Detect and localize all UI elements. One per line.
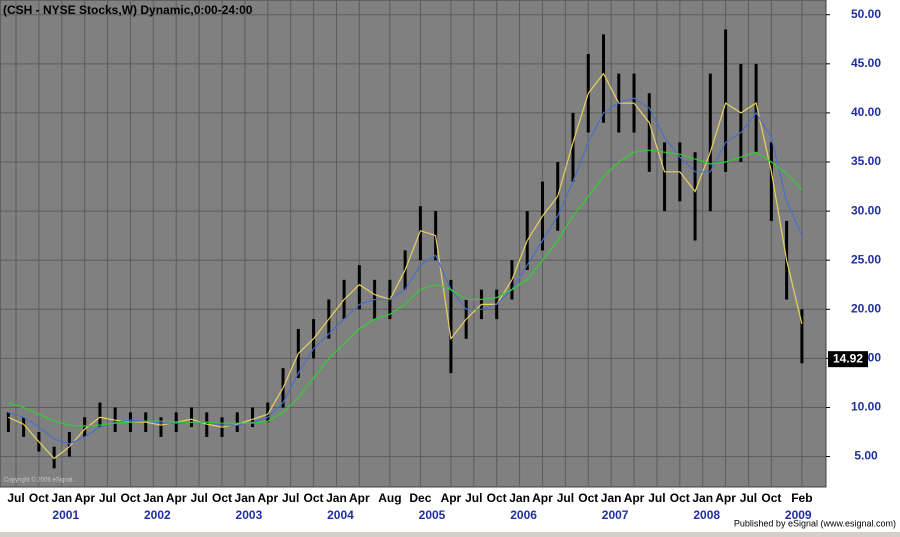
y-tick-label: 45.00: [851, 56, 881, 70]
x-tick-label: Apr: [624, 491, 645, 505]
x-tick-label: Apr: [532, 491, 553, 505]
footer: Published by eSignal (www.esignal.com): [734, 518, 896, 528]
x-year-label: 2003: [236, 508, 263, 522]
x-tick-label: Jul: [648, 491, 665, 505]
moving-average-line: [8, 72, 803, 460]
x-tick-label: Dec: [409, 491, 431, 505]
y-tick-label: 5.00: [854, 449, 878, 463]
y-tick-label: 50.00: [851, 7, 881, 21]
x-tick-label: Apr: [257, 491, 278, 505]
x-tick-label: Jan: [326, 491, 347, 505]
x-tick-label: Oct: [29, 491, 49, 505]
x-tick-label: Jan: [509, 491, 530, 505]
x-tick-label: Feb: [791, 491, 812, 505]
y-tick-label: 35.00: [851, 154, 881, 168]
x-tick-label: Oct: [120, 491, 140, 505]
x-tick-label: Jul: [7, 491, 24, 505]
y-tick-label: 40.00: [851, 105, 881, 119]
x-year-label: 2005: [419, 508, 446, 522]
last-price-box: [828, 351, 868, 368]
marks: [6, 29, 804, 469]
x-tick-label: Jan: [692, 491, 713, 505]
x-year-label: 2007: [602, 508, 629, 522]
x-year-label: 2001: [52, 508, 79, 522]
x-year-label: 2002: [144, 508, 171, 522]
x-tick-label: Oct: [487, 491, 507, 505]
chart-title: (CSH - NYSE Stocks,W) Dynamic,0:00-24:00: [3, 3, 253, 17]
last-price-label: 14.92: [833, 351, 863, 365]
x-tick-label: Apr: [74, 491, 95, 505]
x-tick-label: Jan: [235, 491, 256, 505]
x-tick-label: Apr: [715, 491, 736, 505]
x-tick-label: Jan: [143, 491, 164, 505]
x-tick-label: Oct: [670, 491, 690, 505]
moving-average-line: [8, 97, 803, 445]
y-tick-label: 25.00: [851, 252, 881, 266]
x-year-label: 2008: [693, 508, 720, 522]
y-tick-label: 10.00: [851, 400, 881, 414]
x-tick-label: Apr: [441, 491, 462, 505]
x-tick-label: Jul: [557, 491, 574, 505]
x-tick-label: Jul: [99, 491, 116, 505]
x-tick-label: Jan: [601, 491, 622, 505]
x-year-label: 2006: [510, 508, 537, 522]
x-tick-label: Oct: [212, 491, 232, 505]
y-tick-label: 30.00: [851, 203, 881, 217]
x-tick-label: Apr: [166, 491, 187, 505]
plot-area: [0, 0, 827, 488]
x-tick-label: Jul: [740, 491, 757, 505]
x-tick-label: Aug: [378, 491, 401, 505]
x-year-label: 2004: [327, 508, 354, 522]
x-tick-label: Jul: [190, 491, 207, 505]
moving-average-line: [8, 149, 803, 427]
grid: [0, 0, 826, 487]
x-tick-label: Jan: [51, 491, 72, 505]
x-tick-label: Apr: [349, 491, 370, 505]
x-tick-label: Jul: [282, 491, 299, 505]
x-tick-label: Jul: [465, 491, 482, 505]
x-tick-label: Oct: [578, 491, 598, 505]
copyright: Copyright © 2006 eSignal.: [4, 477, 74, 484]
x-tick-label: Oct: [304, 491, 324, 505]
x-year-label: 2009: [785, 508, 812, 522]
y-tick-label: 20.00: [851, 301, 881, 315]
x-tick-label: Oct: [761, 491, 781, 505]
